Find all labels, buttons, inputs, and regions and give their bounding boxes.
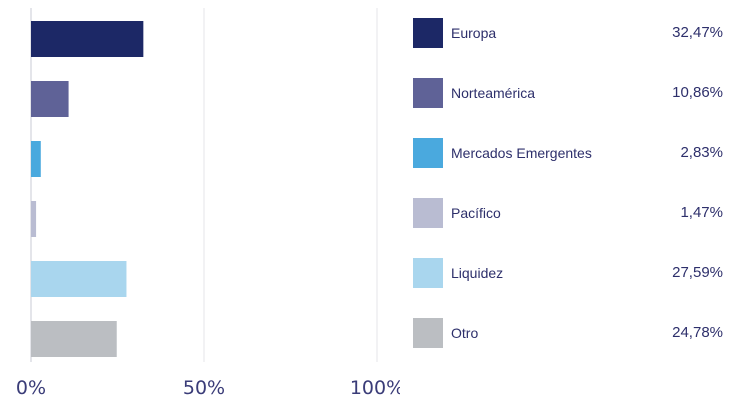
- legend-item: Otro 24,78%: [413, 318, 723, 348]
- legend-item: Pacífico 1,47%: [413, 198, 723, 228]
- legend-swatch: [413, 258, 443, 288]
- legend-item: Europa 32,47%: [413, 18, 723, 48]
- legend-item: Norteamérica 10,86%: [413, 78, 723, 108]
- legend-swatch: [413, 138, 443, 168]
- legend-value: 10,86%: [672, 84, 723, 101]
- legend-item: Mercados Emergentes 2,83%: [413, 138, 723, 168]
- legend-value: 2,83%: [680, 144, 723, 161]
- bar: [31, 21, 144, 57]
- legend-label: Mercados Emergentes: [451, 145, 592, 161]
- legend-item: Liquidez 27,59%: [413, 258, 723, 288]
- x-tick-label: 50%: [183, 377, 225, 399]
- legend-swatch: [413, 198, 443, 228]
- legend-label: Liquidez: [451, 265, 504, 281]
- legend-value: 1,47%: [680, 204, 723, 221]
- legend-swatch: [413, 78, 443, 108]
- x-tick-label: 0%: [16, 377, 46, 399]
- bar-chart: 0% 50% 100%: [16, 8, 400, 399]
- bars: [31, 21, 144, 357]
- bar: [31, 81, 69, 117]
- legend-label: Europa: [451, 25, 497, 41]
- legend-swatch: [413, 318, 443, 348]
- legend-label: Pacífico: [451, 205, 501, 221]
- x-tick-label: 100%: [350, 377, 400, 399]
- bar: [31, 141, 41, 177]
- bar: [31, 261, 127, 297]
- legend-value: 24,78%: [672, 324, 723, 341]
- legend-label: Otro: [451, 325, 479, 341]
- grid-lines: [30, 8, 378, 362]
- x-axis-ticks: 0% 50% 100%: [16, 377, 400, 399]
- legend-value: 32,47%: [672, 24, 723, 41]
- legend-swatch: [413, 18, 443, 48]
- legend-value: 27,59%: [672, 264, 723, 281]
- bar: [31, 321, 117, 357]
- bar: [31, 201, 37, 237]
- legend-label: Norteamérica: [451, 85, 536, 101]
